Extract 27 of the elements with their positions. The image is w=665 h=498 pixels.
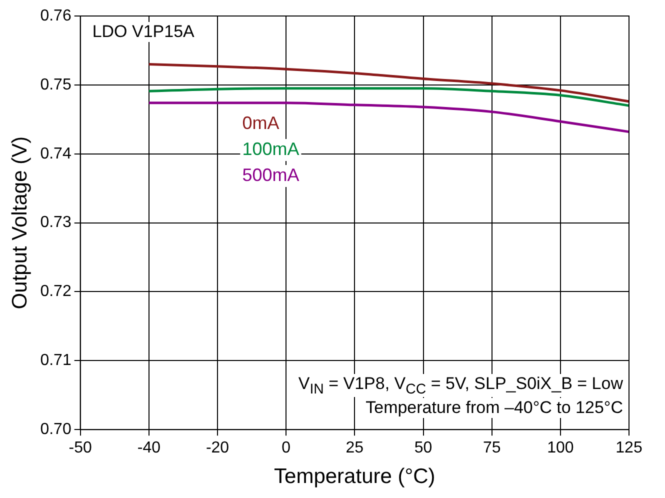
x-tick-label: -40 [137,440,161,457]
x-axis-title: Temperature (°C) [274,465,436,488]
text: 500mA [242,164,300,185]
annotation: Temperature from –40°C to 125°C [366,398,623,418]
y-tick-label: 0.74 [40,145,72,162]
x-tick-label: -20 [206,440,230,457]
annotation: V$_{IN}$ = V1P8, V$_{CC}$ = 5V, SLP_S0iX_B = Low [298,374,623,397]
x-tick-label: 50 [414,440,432,457]
x-tick-label: 75 [482,440,501,457]
annotation: LDO V1P15A [92,22,194,42]
x-tick-label: 125 [616,440,642,457]
y-tick-label: 0.72 [40,283,72,300]
line-series [148,102,630,134]
text: 0mA [242,112,280,133]
y-tick-label: 0.70 [40,421,72,438]
y-tick-label: 0.71 [40,352,72,370]
y-tick-label: 0.73 [40,214,72,232]
x-tick-label: -50 [68,440,92,457]
y-axis-title: Output Voltage (V) [8,136,32,310]
x-tick-label: 0 [282,440,291,457]
y-tick-label: 0.75 [40,76,72,94]
x-tick-label: 100 [547,440,574,457]
x-tick-label: 25 [346,440,364,457]
line-series [148,87,630,107]
text: 100mA [242,138,300,159]
line-series [148,63,630,103]
y-tick-label: 0.76 [40,7,72,24]
